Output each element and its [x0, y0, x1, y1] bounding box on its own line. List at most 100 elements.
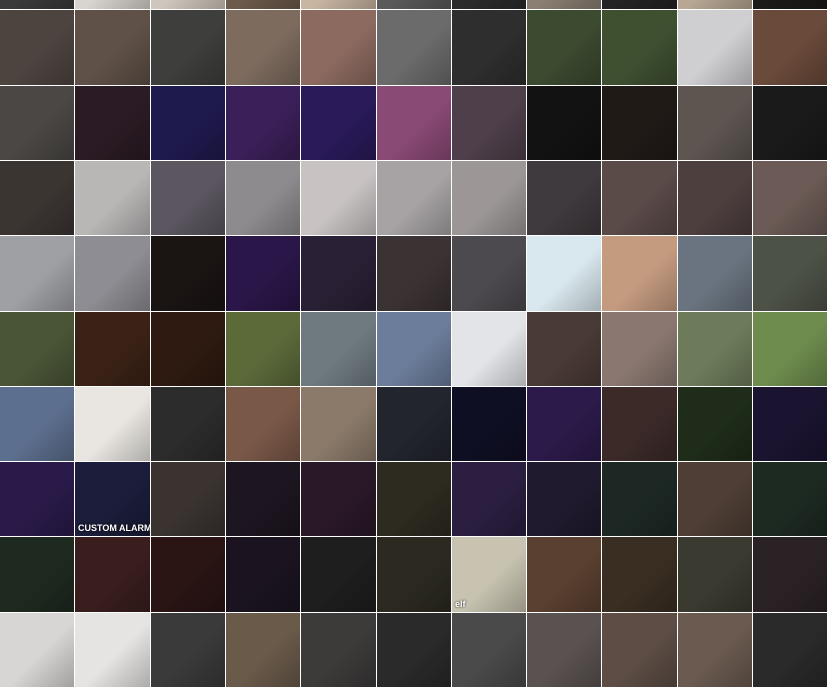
photo-thumbnail[interactable]	[151, 387, 225, 461]
photo-thumbnail[interactable]	[602, 10, 677, 85]
photo-thumbnail[interactable]	[0, 613, 74, 687]
photo-thumbnail[interactable]	[151, 462, 225, 536]
photo-thumbnail[interactable]	[753, 387, 827, 461]
photo-thumbnail[interactable]	[377, 236, 451, 311]
photo-thumbnail[interactable]	[377, 0, 451, 9]
photo-thumbnail[interactable]	[753, 86, 827, 160]
photo-thumbnail[interactable]	[301, 86, 376, 160]
photo-thumbnail[interactable]: elf	[452, 537, 526, 612]
photo-thumbnail[interactable]	[527, 462, 601, 536]
photo-thumbnail[interactable]	[602, 312, 677, 386]
photo-thumbnail[interactable]	[226, 537, 300, 612]
photo-thumbnail[interactable]	[678, 0, 752, 9]
photo-thumbnail[interactable]	[452, 0, 526, 9]
photo-thumbnail[interactable]	[452, 387, 526, 461]
photo-thumbnail[interactable]	[452, 86, 526, 160]
photo-thumbnail[interactable]	[377, 161, 451, 235]
photo-thumbnail[interactable]	[452, 10, 526, 85]
photo-thumbnail[interactable]	[151, 537, 225, 612]
photo-thumbnail[interactable]	[301, 387, 376, 461]
photo-thumbnail[interactable]	[753, 462, 827, 536]
photo-thumbnail[interactable]	[226, 387, 300, 461]
photo-thumbnail[interactable]	[226, 86, 300, 160]
photo-thumbnail[interactable]	[527, 613, 601, 687]
photo-thumbnail[interactable]	[452, 161, 526, 235]
photo-thumbnail[interactable]	[452, 312, 526, 386]
photo-thumbnail[interactable]	[602, 613, 677, 687]
photo-thumbnail[interactable]	[377, 312, 451, 386]
photo-thumbnail[interactable]	[151, 86, 225, 160]
photo-thumbnail[interactable]	[602, 387, 677, 461]
photo-thumbnail[interactable]	[151, 236, 225, 311]
photo-thumbnail[interactable]	[301, 161, 376, 235]
photo-thumbnail[interactable]	[151, 10, 225, 85]
photo-thumbnail[interactable]	[527, 161, 601, 235]
photo-thumbnail[interactable]	[753, 537, 827, 612]
photo-thumbnail[interactable]	[75, 86, 150, 160]
photo-thumbnail[interactable]	[678, 161, 752, 235]
photo-thumbnail[interactable]	[377, 537, 451, 612]
photo-thumbnail[interactable]	[226, 613, 300, 687]
photo-thumbnail[interactable]	[678, 236, 752, 311]
photo-thumbnail[interactable]	[301, 0, 376, 9]
photo-thumbnail[interactable]	[226, 0, 300, 9]
photo-thumbnail[interactable]	[75, 387, 150, 461]
photo-thumbnail[interactable]	[602, 86, 677, 160]
photo-thumbnail[interactable]	[0, 86, 74, 160]
photo-thumbnail[interactable]	[678, 312, 752, 386]
photo-thumbnail[interactable]	[75, 10, 150, 85]
photo-thumbnail[interactable]	[0, 236, 74, 311]
photo-thumbnail[interactable]	[678, 86, 752, 160]
photo-thumbnail[interactable]	[527, 387, 601, 461]
photo-thumbnail[interactable]	[527, 312, 601, 386]
photo-thumbnail[interactable]	[75, 537, 150, 612]
photo-thumbnail[interactable]	[678, 387, 752, 461]
photo-thumbnail[interactable]	[377, 86, 451, 160]
photo-thumbnail[interactable]	[452, 613, 526, 687]
photo-thumbnail[interactable]	[301, 312, 376, 386]
photo-thumbnail[interactable]	[301, 10, 376, 85]
photo-thumbnail[interactable]	[0, 537, 74, 612]
photo-thumbnail[interactable]	[0, 387, 74, 461]
photo-thumbnail[interactable]	[301, 537, 376, 612]
photo-thumbnail[interactable]	[753, 0, 827, 9]
photo-thumbnail[interactable]	[753, 312, 827, 386]
photo-thumbnail[interactable]	[602, 161, 677, 235]
photo-thumbnail[interactable]	[753, 161, 827, 235]
photo-thumbnail[interactable]	[377, 387, 451, 461]
photo-thumbnail[interactable]	[602, 0, 677, 9]
photo-thumbnail[interactable]	[377, 10, 451, 85]
photo-thumbnail[interactable]	[527, 10, 601, 85]
photo-thumbnail[interactable]	[226, 161, 300, 235]
photo-thumbnail[interactable]	[226, 312, 300, 386]
photo-thumbnail[interactable]	[75, 236, 150, 311]
photo-thumbnail[interactable]	[377, 613, 451, 687]
photo-thumbnail[interactable]	[602, 462, 677, 536]
photo-thumbnail[interactable]	[151, 312, 225, 386]
photo-thumbnail[interactable]	[0, 462, 74, 536]
photo-thumbnail[interactable]	[602, 236, 677, 311]
photo-thumbnail[interactable]	[452, 236, 526, 311]
photo-thumbnail[interactable]	[226, 236, 300, 311]
photo-thumbnail[interactable]	[75, 312, 150, 386]
photo-thumbnail[interactable]	[75, 161, 150, 235]
photo-thumbnail[interactable]	[0, 10, 74, 85]
photo-thumbnail[interactable]	[0, 161, 74, 235]
photo-thumbnail[interactable]	[527, 236, 601, 311]
photo-thumbnail[interactable]	[75, 613, 150, 687]
photo-thumbnail[interactable]	[377, 462, 451, 536]
photo-thumbnail[interactable]	[753, 236, 827, 311]
photo-thumbnail[interactable]	[75, 0, 150, 9]
photo-thumbnail[interactable]	[753, 10, 827, 85]
photo-thumbnail[interactable]	[678, 462, 752, 536]
photo-thumbnail[interactable]	[226, 10, 300, 85]
photo-thumbnail[interactable]	[527, 86, 601, 160]
photo-thumbnail[interactable]	[151, 0, 225, 9]
photo-thumbnail[interactable]	[452, 462, 526, 536]
photo-thumbnail[interactable]	[301, 462, 376, 536]
photo-thumbnail[interactable]	[226, 462, 300, 536]
photo-thumbnail[interactable]	[301, 613, 376, 687]
photo-thumbnail[interactable]	[527, 0, 601, 9]
photo-thumbnail[interactable]	[527, 537, 601, 612]
photo-thumbnail[interactable]: CUSTOM ALARME	[75, 462, 150, 536]
